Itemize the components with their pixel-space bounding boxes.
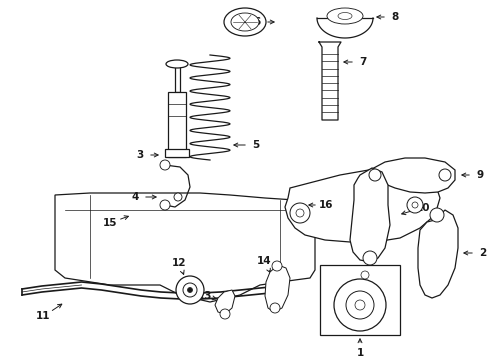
Circle shape [430, 208, 444, 222]
Text: 13: 13 [198, 291, 213, 301]
Polygon shape [215, 290, 235, 314]
Circle shape [183, 283, 197, 297]
Bar [175, 62, 180, 92]
Circle shape [363, 251, 377, 265]
Circle shape [270, 303, 280, 313]
Ellipse shape [327, 8, 363, 24]
Polygon shape [55, 193, 315, 302]
Ellipse shape [166, 60, 188, 68]
Text: 3: 3 [136, 150, 144, 160]
Polygon shape [418, 210, 458, 298]
Text: 1: 1 [356, 348, 364, 358]
Circle shape [160, 200, 170, 210]
Text: 12: 12 [172, 257, 186, 267]
Bar [168, 92, 186, 157]
Text: 11: 11 [36, 311, 50, 321]
Ellipse shape [231, 13, 259, 31]
Circle shape [412, 202, 418, 208]
Circle shape [160, 160, 170, 170]
Circle shape [188, 288, 193, 292]
Circle shape [361, 271, 369, 279]
Text: 2: 2 [479, 248, 487, 258]
Circle shape [346, 291, 374, 319]
Text: 10: 10 [416, 203, 430, 213]
Circle shape [407, 197, 423, 213]
Circle shape [355, 300, 365, 310]
Polygon shape [285, 168, 440, 242]
Text: 9: 9 [476, 170, 484, 180]
Polygon shape [370, 158, 455, 193]
Polygon shape [265, 265, 290, 312]
Circle shape [290, 203, 310, 223]
Text: 4: 4 [131, 192, 139, 202]
Circle shape [220, 309, 230, 319]
Text: 16: 16 [319, 200, 333, 210]
Ellipse shape [338, 13, 352, 19]
Circle shape [296, 209, 304, 217]
Circle shape [174, 193, 182, 201]
Text: 15: 15 [103, 218, 118, 228]
Text: 14: 14 [257, 256, 272, 266]
Text: 8: 8 [392, 12, 399, 22]
Text: 5: 5 [252, 140, 260, 150]
Circle shape [334, 279, 386, 331]
Circle shape [439, 169, 451, 181]
Ellipse shape [224, 8, 266, 36]
Text: 7: 7 [359, 57, 367, 67]
Circle shape [272, 261, 282, 271]
Circle shape [369, 169, 381, 181]
Polygon shape [350, 168, 390, 262]
Circle shape [176, 276, 204, 304]
Bar [320, 265, 400, 335]
Bar [165, 149, 189, 157]
Text: 6: 6 [253, 17, 261, 27]
